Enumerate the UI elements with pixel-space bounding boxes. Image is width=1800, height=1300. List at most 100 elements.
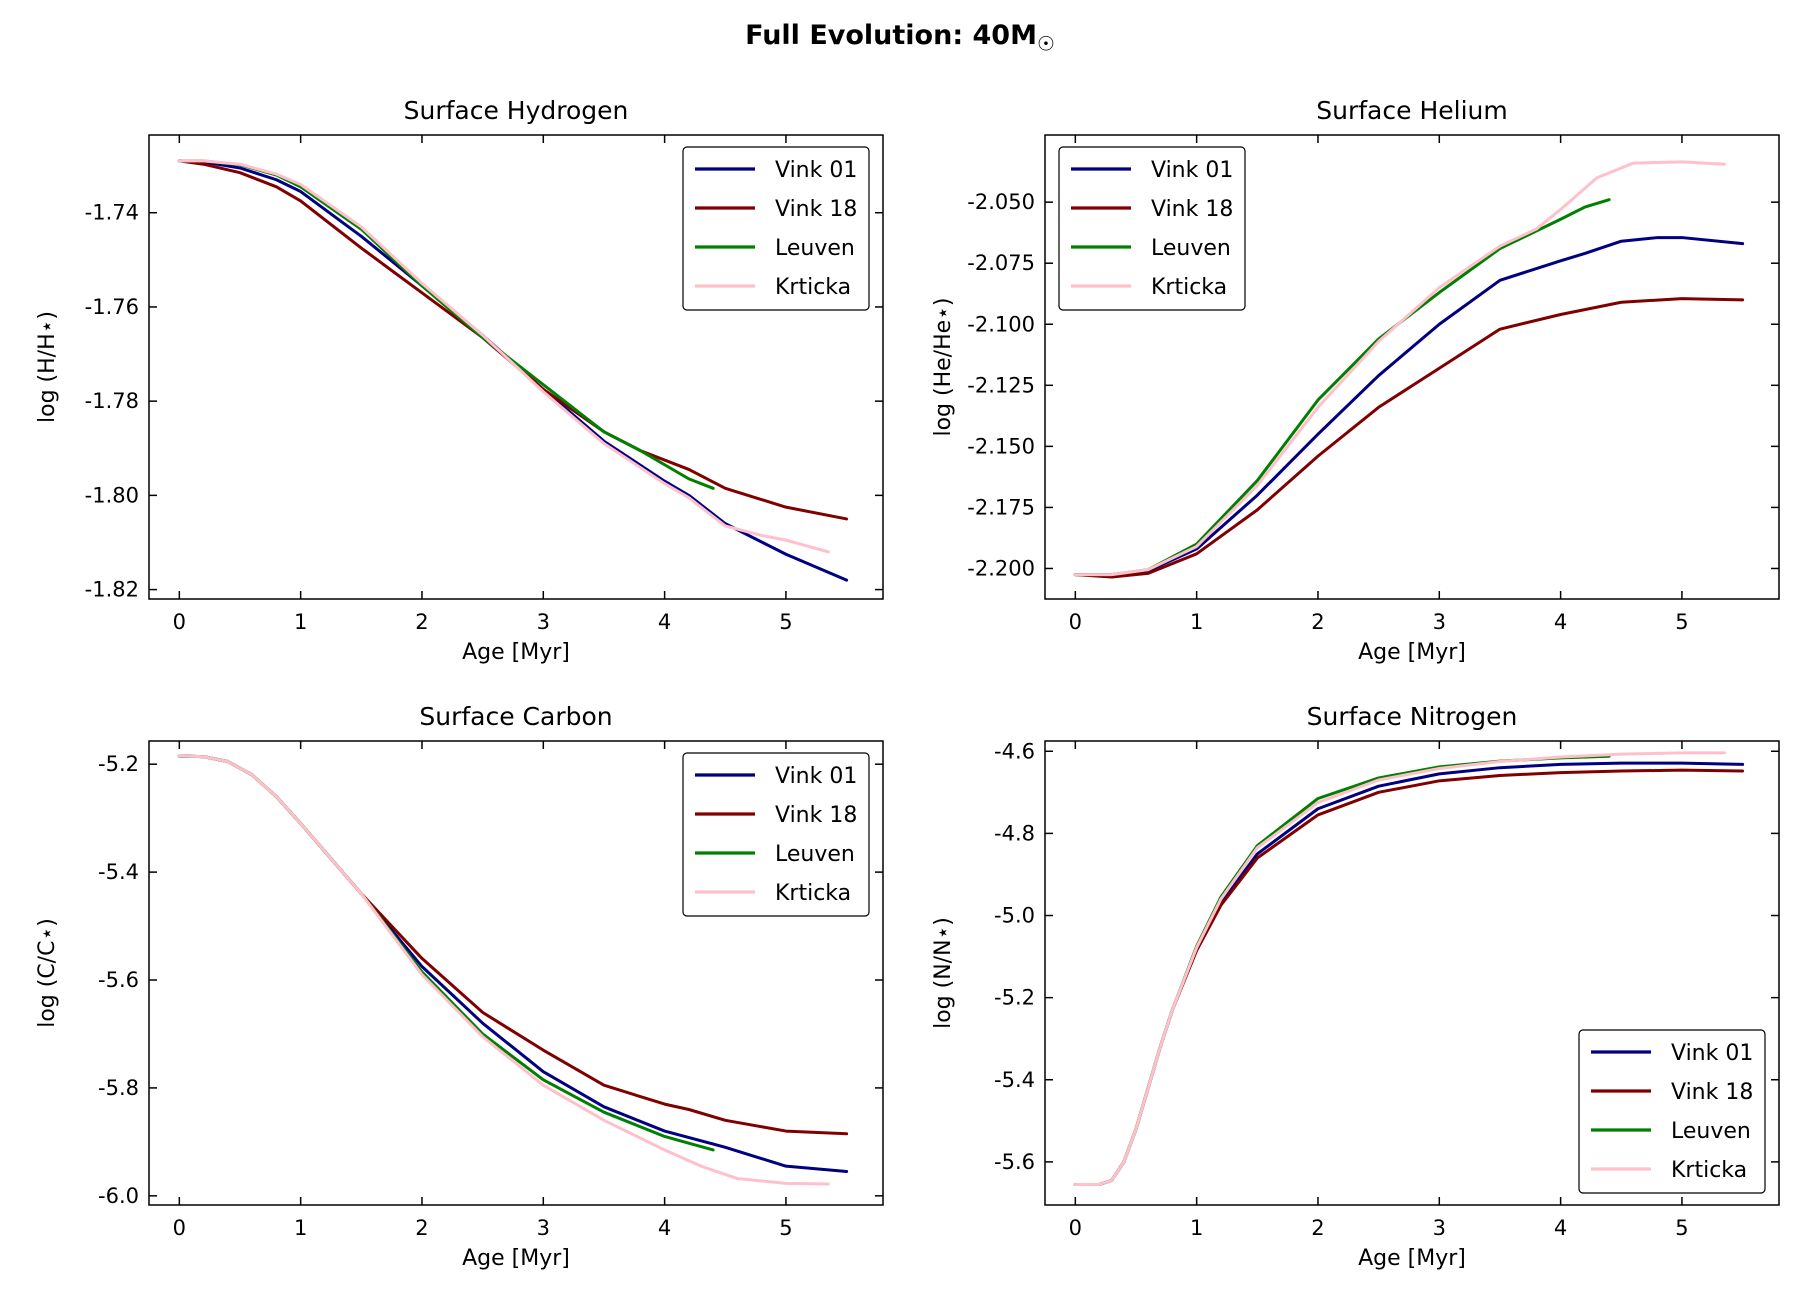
panel-carbon: 0 1 2 3 4 5 -6.0 -5.8 -5.6 -5.4 -5.2 Surface Carbon… [35,702,884,1271]
x-tick-label: 1 [1190,610,1203,634]
legend-entry-label: Vink 01 [775,158,857,183]
x-tick-label: 0 [1069,610,1082,634]
x-axis-label: Age [Myr] [1358,1246,1466,1271]
y-tick-label: -4.6 [994,739,1035,763]
series-line-krticka [1073,751,1726,1186]
series-line-krticka [1073,160,1726,577]
legend-entry-label: Vink 18 [1671,1080,1753,1105]
chart-title: Surface Nitrogen [1307,702,1518,731]
legend-entry-label: Leuven [1671,1119,1751,1144]
legend: Vink 01 Vink 18 Leuven Krticka [1058,146,1246,311]
legend-entry-label: Vink 18 [1151,197,1233,222]
x-tick-label: 2 [415,610,428,634]
legend-entry-label: Vink 01 [775,764,857,789]
legend-entry-label: Krticka [775,881,851,906]
series-line-vink-18 [1073,297,1745,579]
x-tick-label: 0 [1069,1216,1082,1240]
x-tick-label: 4 [1554,610,1567,634]
series-line-leuven [177,754,715,1152]
series-line-leuven [177,159,715,490]
legend-entry-label: Krticka [1151,275,1227,300]
x-tick-label: 4 [1554,1216,1567,1240]
y-tick-label: -5.6 [98,968,139,992]
chart-title: Surface Carbon [419,702,612,731]
y-axis-label: log (He/He⋆) [931,297,956,436]
chart-title: Surface Hydrogen [404,96,629,125]
y-axis-label: log (N/N⋆) [931,917,956,1029]
legend-entry-label: Leuven [1151,236,1231,261]
legend-entry-label: Vink 18 [775,197,857,222]
legend-box [1058,146,1246,311]
panel-helium: 0 1 2 3 4 5 -2.200 -2.175 -2.150 -2.125 -2.100 -2.0… [931,96,1780,665]
y-tick-label: -2.075 [967,251,1035,275]
x-tick-label: 5 [779,1216,792,1240]
x-tick-label: 4 [658,610,671,634]
x-axis-label: Age [Myr] [462,1246,570,1271]
x-tick-label: 4 [658,1216,671,1240]
y-tick-label: -4.8 [994,821,1035,845]
legend-entry-label: Krticka [1671,1158,1747,1183]
x-tick-label: 5 [1675,1216,1688,1240]
panel-nitrogen: 0 1 2 3 4 5 -5.6 -5.4 -5.2 -5.0 -4.8 -4.6 Surface Ni… [931,702,1780,1271]
x-tick-label: 3 [1433,610,1446,634]
y-tick-label: -5.2 [994,986,1035,1010]
series-line-leuven [1073,754,1611,1186]
y-tick-label: -1.78 [85,389,139,413]
y-tick-label: -5.0 [994,904,1035,928]
figure-title: Full Evolution: 40M☉ [0,20,1800,55]
y-tick-label: -5.4 [98,860,139,884]
legend-entry-label: Leuven [775,236,855,261]
x-tick-label: 5 [1675,610,1688,634]
y-tick-label: -2.175 [967,495,1035,519]
legend-entry-label: Vink 01 [1671,1041,1753,1066]
y-tick-label: -5.8 [98,1076,139,1100]
x-tick-label: 0 [173,610,186,634]
series-line-krticka [177,159,830,554]
y-tick-label: -5.4 [994,1068,1035,1092]
legend-entry-label: Vink 18 [775,803,857,828]
panel-hydrogen: 0 1 2 3 4 5 -1.82 -1.80 -1.78 -1.76 -1.74 Surface H… [35,96,884,665]
x-tick-label: 3 [537,610,550,634]
x-axis-label: Age [Myr] [462,640,570,665]
legend-entry-label: Vink 01 [1151,158,1233,183]
legend-entry-label: Krticka [775,275,851,300]
axes-frame [148,740,884,1206]
x-tick-label: 3 [1433,1216,1446,1240]
x-axis-label: Age [Myr] [1358,640,1466,665]
y-tick-label: -2.100 [967,312,1035,336]
x-tick-label: 2 [415,1216,428,1240]
sun-symbol: ☉ [1036,31,1055,56]
y-tick-label: -6.0 [98,1184,139,1208]
x-tick-label: 0 [173,1216,186,1240]
series-group [177,159,849,582]
legend-box [1578,1029,1766,1194]
series-group [1073,751,1745,1186]
legend-box [682,752,870,917]
y-axis-label: log (H/H⋆) [35,311,60,423]
y-tick-label: -2.125 [967,373,1035,397]
axes-frame [1044,134,1780,600]
legend-box [682,146,870,311]
chart-title: Surface Helium [1316,96,1507,125]
figure-title-text: Full Evolution: 40M [745,20,1037,51]
series-group [177,754,849,1186]
series-group [1073,160,1745,579]
x-tick-label: 1 [1190,1216,1203,1240]
legend: Vink 01 Vink 18 Leuven Krticka [682,146,870,311]
y-tick-label: -1.74 [85,201,139,225]
axes-frame [1044,740,1780,1206]
y-tick-label: -5.2 [98,752,139,776]
y-tick-label: -1.76 [85,295,139,319]
series-line-krticka [177,754,830,1186]
y-tick-label: -1.80 [85,483,139,507]
axes-frame [148,134,884,600]
y-tick-label: -2.050 [967,190,1035,214]
y-tick-label: -2.150 [967,434,1035,458]
x-tick-label: 1 [294,610,307,634]
legend: Vink 01 Vink 18 Leuven Krticka [1578,1029,1766,1194]
x-tick-label: 5 [779,610,792,634]
x-tick-label: 1 [294,1216,307,1240]
y-tick-label: -5.6 [994,1150,1035,1174]
y-axis-label: log (C/C⋆) [35,918,60,1028]
